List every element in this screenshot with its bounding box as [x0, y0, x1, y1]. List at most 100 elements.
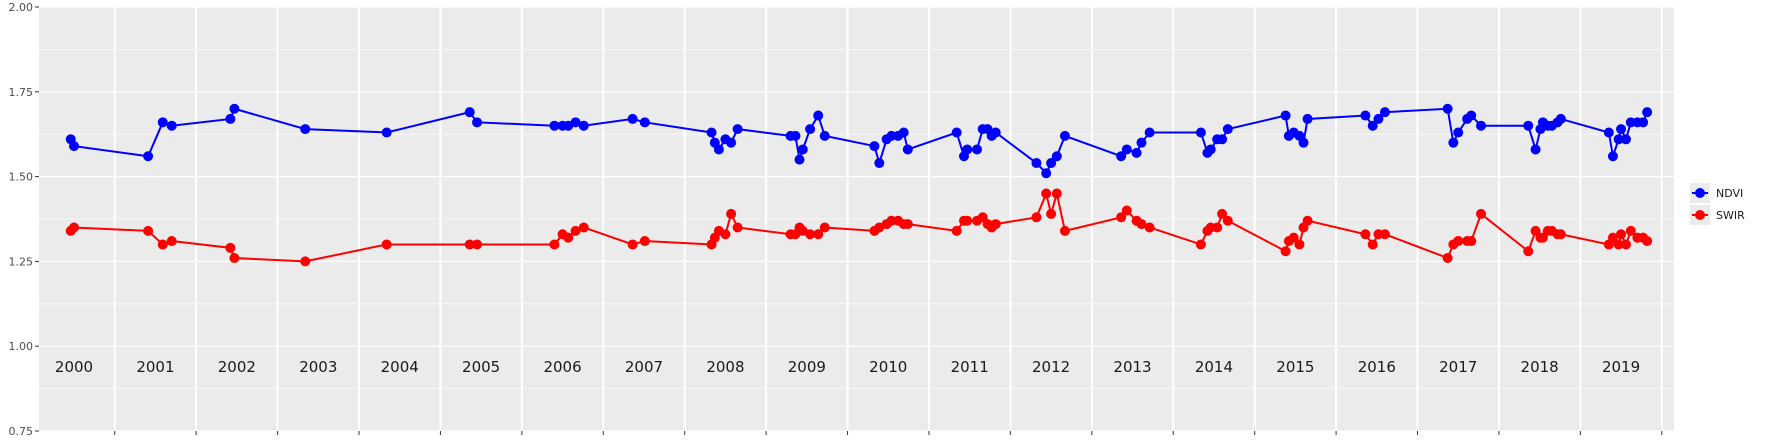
- legend-key-marker: [1695, 188, 1705, 198]
- data-point-swir: [1041, 188, 1052, 199]
- data-point-swir: [726, 208, 737, 219]
- data-point-swir: [1294, 239, 1305, 250]
- year-label: 2015: [1276, 358, 1314, 376]
- data-point-ndvi: [951, 127, 962, 138]
- legend: NDVI SWIR: [1690, 183, 1745, 225]
- data-point-ndvi: [1298, 137, 1309, 148]
- data-point-swir: [1195, 239, 1206, 250]
- data-point-ndvi: [794, 154, 805, 165]
- data-point-swir: [1620, 239, 1631, 250]
- data-point-ndvi: [1613, 134, 1624, 145]
- data-point-swir: [1607, 232, 1618, 243]
- data-point-swir: [1466, 236, 1477, 247]
- data-point-swir: [1116, 212, 1127, 223]
- data-point-swir: [1217, 208, 1228, 219]
- y-tick-label: 1.50: [9, 171, 34, 184]
- year-label: 2007: [625, 358, 663, 376]
- data-point-swir: [1051, 188, 1062, 199]
- data-point-ndvi: [732, 124, 743, 135]
- data-point-swir: [472, 239, 483, 250]
- data-point-ndvi: [472, 117, 483, 128]
- data-point-ndvi: [1442, 103, 1453, 114]
- data-point-ndvi: [1121, 144, 1132, 155]
- data-point-swir: [1144, 222, 1155, 233]
- data-point-swir: [69, 222, 80, 233]
- data-point-ndvi: [1555, 113, 1566, 124]
- data-point-swir: [1523, 246, 1534, 257]
- legend-key-marker: [1695, 210, 1705, 220]
- data-point-swir: [962, 215, 973, 226]
- data-point-ndvi: [1195, 127, 1206, 138]
- data-point-swir: [1555, 229, 1566, 240]
- data-point-swir: [1302, 215, 1313, 226]
- data-point-ndvi: [1144, 127, 1155, 138]
- y-tick-label: 0.75: [9, 425, 34, 438]
- data-point-swir: [1360, 229, 1371, 240]
- data-point-ndvi: [1476, 120, 1487, 131]
- year-label: 2018: [1521, 358, 1559, 376]
- data-point-ndvi: [1360, 110, 1371, 121]
- data-point-ndvi: [69, 141, 80, 152]
- year-label: 2003: [299, 358, 337, 376]
- data-point-ndvi: [1031, 158, 1042, 169]
- year-label: 2010: [869, 358, 907, 376]
- year-label: 2019: [1602, 358, 1640, 376]
- legend-label-swir: SWIR: [1716, 209, 1745, 222]
- data-point-swir: [951, 225, 962, 236]
- year-label: 2011: [951, 358, 989, 376]
- data-point-swir: [627, 239, 638, 250]
- data-point-ndvi: [1607, 151, 1618, 162]
- data-point-ndvi: [627, 113, 638, 124]
- data-point-swir: [732, 222, 743, 233]
- data-point-ndvi: [1466, 110, 1477, 121]
- data-point-ndvi: [1059, 130, 1070, 141]
- data-point-swir: [1442, 253, 1453, 264]
- data-point-ndvi: [1280, 110, 1291, 121]
- data-point-swir: [1031, 212, 1042, 223]
- data-point-swir: [578, 222, 589, 233]
- data-point-ndvi: [143, 151, 154, 162]
- data-point-ndvi: [639, 117, 650, 128]
- data-point-ndvi: [1638, 117, 1649, 128]
- data-point-ndvi: [578, 120, 589, 131]
- data-point-ndvi: [726, 137, 737, 148]
- year-label: 2001: [136, 358, 174, 376]
- year-label: 2012: [1032, 358, 1070, 376]
- y-tick-label: 2.00: [9, 1, 34, 14]
- data-point-swir: [1288, 232, 1299, 243]
- data-point-swir: [1212, 222, 1223, 233]
- data-point-ndvi: [1523, 120, 1534, 131]
- data-point-ndvi: [990, 127, 1001, 138]
- data-point-ndvi: [972, 144, 983, 155]
- data-point-swir: [1616, 229, 1627, 240]
- data-point-ndvi: [805, 124, 816, 135]
- data-point-ndvi: [1367, 120, 1378, 131]
- year-label: 2014: [1195, 358, 1233, 376]
- data-point-swir: [1476, 208, 1487, 219]
- data-point-ndvi: [1379, 107, 1390, 118]
- year-label: 2017: [1439, 358, 1477, 376]
- data-point-swir: [1642, 236, 1653, 247]
- data-point-swir: [570, 225, 581, 236]
- data-point-ndvi: [1620, 134, 1631, 145]
- data-point-ndvi: [1046, 158, 1057, 169]
- year-label: 2008: [706, 358, 744, 376]
- data-point-ndvi: [902, 144, 913, 155]
- data-point-swir: [1280, 246, 1291, 257]
- data-point-swir: [1379, 229, 1390, 240]
- year-label: 2004: [381, 358, 419, 376]
- year-label: 2006: [543, 358, 581, 376]
- data-point-ndvi: [869, 141, 880, 152]
- y-tick-label: 1.00: [9, 340, 34, 353]
- data-point-swir: [813, 229, 824, 240]
- data-point-swir: [1625, 225, 1636, 236]
- data-point-swir: [157, 239, 168, 250]
- data-point-swir: [819, 222, 830, 233]
- data-point-ndvi: [797, 144, 808, 155]
- data-point-ndvi: [1448, 137, 1459, 148]
- data-point-swir: [225, 242, 236, 253]
- data-point-ndvi: [1131, 147, 1142, 158]
- data-point-ndvi: [1530, 144, 1541, 155]
- data-point-ndvi: [166, 120, 177, 131]
- data-point-swir: [166, 236, 177, 247]
